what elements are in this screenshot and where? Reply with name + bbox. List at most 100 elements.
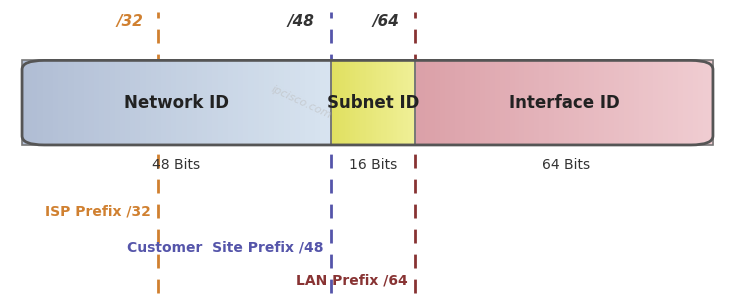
- Bar: [140, 60, 146, 145]
- Bar: [372, 60, 374, 145]
- Bar: [415, 60, 421, 145]
- Bar: [315, 60, 321, 145]
- Bar: [356, 60, 358, 145]
- Bar: [79, 60, 85, 145]
- Bar: [326, 60, 331, 145]
- Bar: [398, 60, 401, 145]
- Bar: [345, 60, 347, 145]
- Text: LAN Prefix /64: LAN Prefix /64: [296, 274, 408, 288]
- Bar: [643, 60, 649, 145]
- Bar: [197, 60, 203, 145]
- Bar: [663, 60, 669, 145]
- Bar: [342, 60, 344, 145]
- Bar: [609, 60, 614, 145]
- Bar: [377, 60, 379, 145]
- Bar: [411, 60, 413, 145]
- Bar: [202, 60, 208, 145]
- Bar: [435, 60, 441, 145]
- Bar: [529, 60, 535, 145]
- Bar: [337, 60, 339, 145]
- Bar: [74, 60, 79, 145]
- Bar: [363, 60, 365, 145]
- Bar: [400, 60, 402, 145]
- Bar: [212, 60, 218, 145]
- Bar: [544, 60, 550, 145]
- Bar: [355, 60, 357, 145]
- Bar: [120, 60, 126, 145]
- Bar: [559, 60, 564, 145]
- Bar: [412, 60, 415, 145]
- Bar: [254, 60, 259, 145]
- Bar: [703, 60, 709, 145]
- Bar: [406, 60, 407, 145]
- Bar: [475, 60, 481, 145]
- Bar: [125, 60, 131, 145]
- Bar: [207, 60, 213, 145]
- Bar: [623, 60, 629, 145]
- Bar: [310, 60, 316, 145]
- Bar: [500, 60, 506, 145]
- Bar: [673, 60, 679, 145]
- Bar: [53, 60, 59, 145]
- Bar: [365, 60, 367, 145]
- Bar: [284, 60, 290, 145]
- Bar: [130, 60, 136, 145]
- Bar: [391, 60, 393, 145]
- Bar: [171, 60, 177, 145]
- Bar: [192, 60, 198, 145]
- Bar: [390, 60, 392, 145]
- Bar: [381, 60, 384, 145]
- Bar: [504, 60, 510, 145]
- Bar: [274, 60, 280, 145]
- Bar: [594, 60, 600, 145]
- Bar: [43, 60, 49, 145]
- Bar: [290, 60, 295, 145]
- Bar: [99, 60, 105, 145]
- Bar: [359, 60, 361, 145]
- Bar: [357, 60, 359, 145]
- Bar: [320, 60, 326, 145]
- Bar: [218, 60, 223, 145]
- Bar: [352, 60, 354, 145]
- Bar: [279, 60, 285, 145]
- Bar: [146, 60, 151, 145]
- Bar: [480, 60, 485, 145]
- Bar: [295, 60, 301, 145]
- Bar: [420, 60, 426, 145]
- Bar: [374, 60, 376, 145]
- Bar: [349, 60, 351, 145]
- Bar: [340, 60, 343, 145]
- Bar: [659, 60, 664, 145]
- Bar: [348, 60, 350, 145]
- Bar: [115, 60, 121, 145]
- Bar: [693, 60, 699, 145]
- Bar: [514, 60, 520, 145]
- Text: Network ID: Network ID: [124, 94, 229, 112]
- Text: /48: /48: [287, 14, 315, 29]
- Text: 48 Bits: 48 Bits: [152, 158, 201, 172]
- Bar: [269, 60, 275, 145]
- Bar: [684, 60, 689, 145]
- Bar: [603, 60, 609, 145]
- Bar: [340, 60, 341, 145]
- Bar: [639, 60, 644, 145]
- Bar: [264, 60, 270, 145]
- Bar: [233, 60, 239, 145]
- Bar: [187, 60, 193, 145]
- Bar: [520, 60, 525, 145]
- Bar: [343, 60, 345, 145]
- Bar: [599, 60, 604, 145]
- Text: Subnet ID: Subnet ID: [327, 94, 419, 112]
- Bar: [305, 60, 311, 145]
- Bar: [22, 60, 28, 145]
- Bar: [440, 60, 445, 145]
- Bar: [223, 60, 229, 145]
- Bar: [539, 60, 545, 145]
- Bar: [27, 60, 33, 145]
- Bar: [176, 60, 182, 145]
- Bar: [354, 60, 356, 145]
- Bar: [524, 60, 530, 145]
- Text: ISP Prefix /32: ISP Prefix /32: [45, 204, 151, 218]
- Text: Interface ID: Interface ID: [509, 94, 620, 112]
- Bar: [414, 60, 416, 145]
